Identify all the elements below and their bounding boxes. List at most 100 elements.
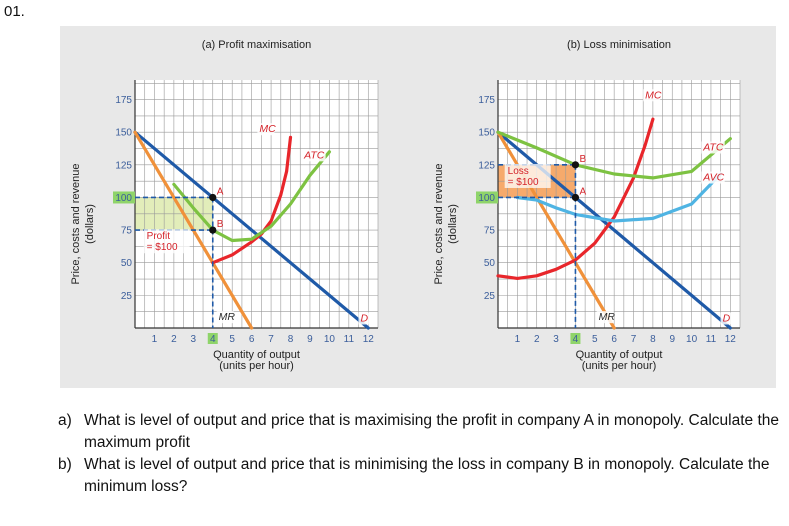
chart-b-area-label: Loss xyxy=(508,166,529,177)
chart-a-series-label-bg xyxy=(302,149,326,162)
chart-b-point-label-b: B xyxy=(579,154,586,165)
chart-a-area-label: Profit xyxy=(147,231,171,242)
chart-a-x-tick-label: 12 xyxy=(363,334,375,345)
chart-a-series-atc-line xyxy=(172,150,331,243)
chart-b-y-tick-label: 100 xyxy=(478,193,495,204)
chart-a-series-label-atc: ATC xyxy=(303,149,325,161)
chart-b-x-tick-label: 9 xyxy=(669,334,675,345)
chart-b-series-label-bg xyxy=(701,171,725,184)
chart-a-x-label-units: (units per hour) xyxy=(219,360,294,372)
chart-b-point-b xyxy=(571,161,580,169)
chart-a-x-tick-label: 2 xyxy=(171,334,177,345)
chart-a-x-tick-label: 7 xyxy=(268,334,274,345)
chart-b-series-label-bg xyxy=(596,311,614,324)
chart-b-series-label-mr: MR xyxy=(599,311,616,323)
chart-a-x-label: Quantity of output xyxy=(213,349,300,361)
chart-b-x-tick-label: 7 xyxy=(631,334,637,345)
chart-a-area-label-bg xyxy=(143,229,190,254)
chart-b-x-label-units: (units per hour) xyxy=(582,360,657,372)
chart-a-series-label-mr: MR xyxy=(219,311,236,323)
figure-panel: 1 2 3 4 5 6 7 8 9 10 11 12 25 50 75 100 125 150 175 A B D MR MC… xyxy=(60,26,776,388)
chart-b-x-tick-label: 8 xyxy=(650,334,656,345)
question-a-label: a) xyxy=(58,412,72,429)
chart-a-series-label-bg xyxy=(257,123,275,136)
chart-a-series-mc-line xyxy=(211,135,293,265)
chart-b-x-tick-label: 1 xyxy=(515,334,521,345)
chart-a-x-tick-label: 9 xyxy=(307,334,313,345)
chart-a-y-tick-label: 100 xyxy=(115,193,132,204)
question-number: 01. xyxy=(4,3,25,20)
chart-b-series-label-bg xyxy=(643,89,661,102)
chart-a-y-label-units: (dollars) xyxy=(84,204,96,244)
chart-b-area-label-bg xyxy=(504,163,551,188)
chart-a-series-label-mc: MC xyxy=(259,123,276,135)
chart-b-x-tick-label: 10 xyxy=(686,334,698,345)
question-a: a) What is level of output and price tha… xyxy=(58,410,783,454)
chart-a-series-label-d: D xyxy=(361,312,369,324)
chart-a-y-tick-label: 75 xyxy=(121,226,133,237)
chart-a-x-tick-label: 10 xyxy=(324,334,336,345)
chart-b-y-tick-label: 175 xyxy=(478,95,495,106)
chart-b-x-tick-label: 5 xyxy=(592,334,598,345)
chart-a-point-label-a: A xyxy=(217,186,224,197)
chart-a-point-label-b: B xyxy=(217,219,224,230)
chart-b-series-label-bg xyxy=(720,312,732,325)
chart-b-series-label-bg xyxy=(701,141,725,154)
chart-b-point-a xyxy=(571,193,580,202)
chart-b-y-tick-label: 150 xyxy=(478,128,495,139)
chart-b-x-tick-label: 6 xyxy=(611,334,617,345)
chart-b-y-highlight xyxy=(476,191,498,204)
chart-a-y-tick-label: 125 xyxy=(115,160,132,171)
chart-b-series-label-mc: MC xyxy=(645,89,662,101)
chart-a-y-tick-label: 50 xyxy=(121,258,133,269)
chart-b-y-label-units: (dollars) xyxy=(447,204,459,244)
question-a-text: What is level of output and price that i… xyxy=(84,412,779,451)
chart-b-y-tick-label: 50 xyxy=(484,258,496,269)
chart-a-point-a xyxy=(209,193,217,202)
chart-b-area-value: = $100 xyxy=(508,177,539,188)
chart-b-y-label: Price, costs and revenue xyxy=(433,163,445,284)
questions-list: a) What is level of output and price tha… xyxy=(58,410,783,498)
chart-b-series-mc-line xyxy=(496,117,655,280)
chart-b-x-tick-label: 2 xyxy=(534,334,540,345)
chart-b-series-avc-line xyxy=(515,172,723,223)
question-b-label: b) xyxy=(58,456,72,473)
chart-b-x-tick-label: 3 xyxy=(553,334,559,345)
chart-b-x-highlight xyxy=(570,333,581,344)
chart-a-y-highlight xyxy=(113,191,135,204)
chart-a-x-tick-label: 5 xyxy=(229,334,235,345)
chart-b-series-label-avc: AVC xyxy=(702,172,724,184)
chart-b-x-tick-label: 12 xyxy=(725,334,737,345)
chart-b-y-tick-label: 75 xyxy=(484,226,496,237)
chart-a-series-label-bg xyxy=(358,312,370,325)
chart-b-series-atc-line xyxy=(496,130,732,180)
chart-a-x-highlight xyxy=(207,333,218,344)
monopoly-charts: 1 2 3 4 5 6 7 8 9 10 11 12255075100125150175ABDMRMC… xyxy=(70,39,741,372)
chart-b-x-tick-label: 11 xyxy=(706,334,717,345)
chart-a-point-b xyxy=(209,226,217,234)
chart-a-series-label-bg xyxy=(216,311,234,324)
chart-b-series-label-d: D xyxy=(723,312,731,324)
chart-a-y-label: Price, costs and revenue xyxy=(70,163,82,284)
chart-b-series-label-atc: ATC xyxy=(702,141,724,153)
chart-b-point-label-a: A xyxy=(579,186,586,197)
chart-a-x-tick-label: 4 xyxy=(210,334,216,345)
chart-b-x-label: Quantity of output xyxy=(576,349,663,361)
chart-b-y-tick-label: 125 xyxy=(478,160,495,171)
chart-a-x-tick-label: 1 xyxy=(152,334,158,345)
chart-a-series-d-line xyxy=(133,130,370,330)
chart-b-x-tick-label: 4 xyxy=(573,334,579,345)
chart-a-y-tick-label: 25 xyxy=(121,291,133,302)
chart-a-y-tick-label: 150 xyxy=(115,128,132,139)
chart-a-title: (a) Profit maximisation xyxy=(202,39,311,51)
chart-b-title: (b) Loss minimisation xyxy=(567,39,671,51)
chart-a-y-tick-label: 175 xyxy=(115,95,132,106)
chart-a-x-tick-label: 6 xyxy=(249,334,255,345)
chart-a-area-value: = $100 xyxy=(147,242,178,253)
chart-a-x-tick-label: 3 xyxy=(191,334,197,345)
chart-b-y-tick-label: 25 xyxy=(484,291,496,302)
question-b-text: What is level of output and price that i… xyxy=(84,456,770,495)
chart-a-x-tick-label: 11 xyxy=(344,334,355,345)
chart-a-x-tick-label: 8 xyxy=(288,334,294,345)
question-b: b) What is level of output and price tha… xyxy=(58,454,783,498)
